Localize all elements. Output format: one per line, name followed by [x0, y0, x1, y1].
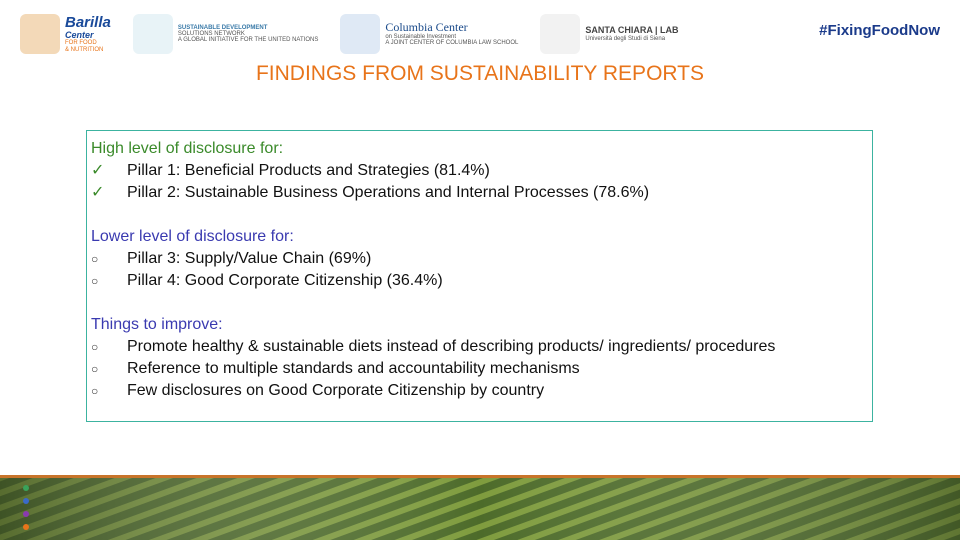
logo-line: & NUTRITION [65, 46, 104, 53]
item-text: Pillar 4: Good Corporate Citizenship (36… [127, 272, 443, 289]
list-item: ○ Promote healthy & sustainable diets ins… [91, 336, 868, 358]
section: Lower level of disclosure for: ○ Pillar 3:… [91, 226, 868, 292]
logo: Columbia Center on Sustainable Investment… [340, 14, 518, 54]
hashtag: #FixingFoodNow [819, 22, 940, 39]
logo-icon [20, 14, 60, 54]
bullet: ✓ [91, 184, 105, 201]
logo-name: SANTA CHIARA | LAB [585, 25, 679, 36]
logo-text: SUSTAINABLE DEVELOPMENT SOLUTIONS NETWORK… [178, 25, 318, 44]
logo-line: FOR FOOD [65, 40, 97, 47]
logo-text: SANTA CHIARA | LAB Università degli Studi… [585, 25, 679, 42]
item-text: Pillar 2: Sustainable Business Operation… [127, 184, 650, 201]
section-heading: Lower level of disclosure for: [91, 228, 294, 245]
logo-name: Columbia Center [385, 20, 468, 35]
list-item: ○ Few disclosures on Good Corporate Citiz… [91, 380, 868, 402]
logo-line: A GLOBAL INITIATIVE FOR THE UNITED NATIO… [177, 37, 319, 44]
bullet: ○ [91, 274, 99, 288]
list-item: ✓ Pillar 2: Sustainable Business Operatio… [91, 182, 868, 204]
item-text: Pillar 3: Supply/Value Chain (69%) [127, 250, 372, 267]
logo: SUSTAINABLE DEVELOPMENT SOLUTIONS NETWORK… [132, 14, 318, 54]
list-item: ○ Pillar 4: Good Corporate Citizenship (3… [91, 270, 868, 292]
logo-name: Barilla [65, 14, 111, 32]
list-item: ○ Pillar 3: Supply/Value Chain (69%) [91, 248, 868, 270]
field-image [0, 475, 960, 540]
logo-icon [340, 14, 381, 54]
item-text: Few disclosures on Good Corporate Citize… [127, 382, 545, 399]
logo-line: A JOINT CENTER OF COLUMBIA LAW SCHOOL [385, 40, 519, 47]
section: High level of disclosure for: ✓ Pillar 1: … [91, 138, 868, 204]
item-text: Reference to multiple standards and acco… [127, 360, 580, 377]
logo-icon [540, 14, 581, 54]
bullet: ○ [91, 252, 99, 266]
logo-name: SUSTAINABLE DEVELOPMENT [177, 24, 268, 31]
logo-line: on Sustainable Investment [385, 34, 457, 40]
logo: Barilla Center FOR FOOD & NUTRITION [20, 14, 111, 54]
logo: SANTA CHIARA | LAB Università degli Studi… [540, 14, 679, 54]
logo-line: Center [65, 29, 94, 40]
logo-line: Università degli Studi di Siena [585, 35, 666, 42]
bullet: ○ [91, 362, 99, 376]
bullet: ✓ [91, 162, 105, 179]
item-text: Pillar 1: Beneficial Products and Strate… [127, 162, 490, 179]
list-item: ○ Reference to multiple standards and acc… [91, 358, 868, 380]
section-heading: High level of disclosure for: [91, 140, 284, 157]
logo-icon [132, 14, 173, 54]
item-text: Promote healthy & sustainable diets inst… [127, 338, 776, 355]
logo-text: Columbia Center on Sustainable Investment… [385, 21, 518, 46]
bullet: ○ [91, 340, 99, 354]
findings-box: High level of disclosure for: ✓ Pillar 1: … [86, 130, 873, 422]
slide-title: FINDINGS FROM SUSTAINABILITY REPORTS [255, 62, 705, 85]
section-heading: Things to improve: [91, 316, 223, 333]
logo-text: Barilla Center FOR FOOD & NUTRITION [65, 15, 111, 53]
logo-line: SOLUTIONS NETWORK [177, 30, 245, 37]
list-item: ✓ Pillar 1: Beneficial Products and Strat… [91, 160, 868, 182]
section: Things to improve: ○ Promote healthy & sus… [91, 314, 868, 402]
logo-bar: Barilla Center FOR FOOD & NUTRITION SUSTAINA… [20, 10, 679, 58]
bullet: ○ [91, 384, 99, 398]
